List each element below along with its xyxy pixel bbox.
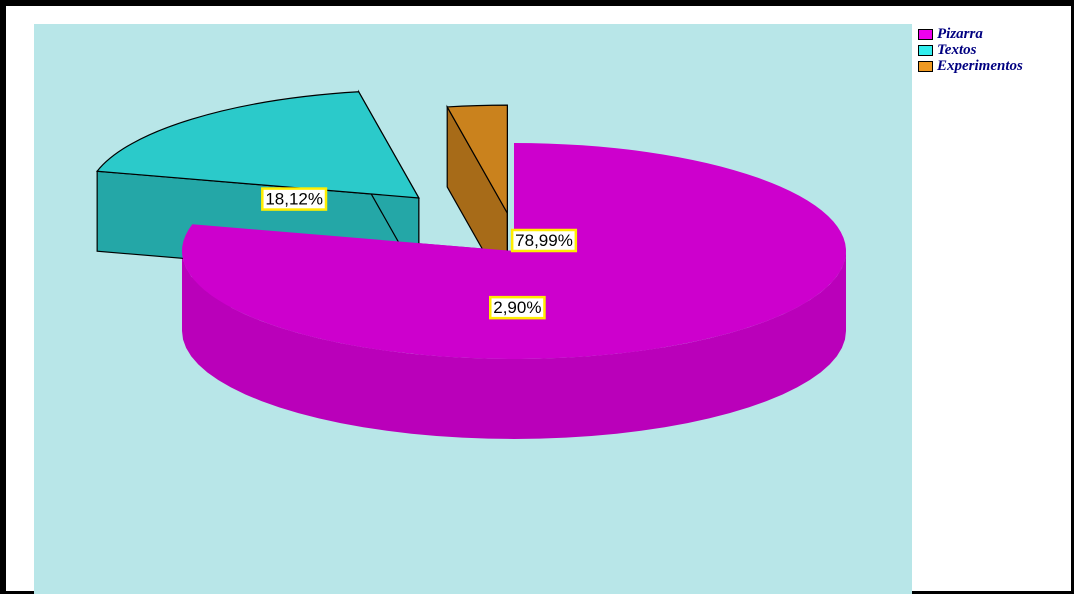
- slice-textos-top: [95, 91, 420, 199]
- legend-label-pizarra: Pizarra: [937, 25, 983, 42]
- data-label-experimentos-text: 2,90%: [493, 298, 541, 317]
- slice-experimentos-top: [446, 104, 508, 216]
- legend-item-pizarra: Pizarra: [918, 26, 1023, 42]
- data-label-pizarra-text: 78,99%: [515, 231, 573, 250]
- pie-chart: 78,99% 18,12% 2,90%: [95, 89, 846, 439]
- legend: Pizarra Textos Experimentos: [918, 26, 1023, 74]
- data-label-textos-box: [261, 187, 328, 211]
- slice-pizarra-outer-wall: [182, 251, 846, 439]
- legend-swatch-textos: [918, 44, 933, 56]
- legend-item-experimentos: Experimentos: [918, 58, 1023, 74]
- data-label-pizarra: 78,99%: [510, 228, 578, 253]
- legend-label-textos: Textos: [937, 41, 977, 58]
- legend-swatch-experimentos: [918, 60, 933, 72]
- legend-swatch-pizarra: [918, 28, 933, 40]
- data-label-textos-text: 18,12%: [265, 190, 323, 209]
- data-label-experimentos: 2,90%: [489, 295, 546, 320]
- legend-item-textos: Textos: [918, 42, 1023, 58]
- data-label-textos: 18,12%: [261, 187, 328, 211]
- data-label-experimentos-box: [489, 295, 546, 320]
- data-label-pizarra-box: [510, 228, 578, 253]
- legend-label-experimentos: Experimentos: [937, 57, 1023, 74]
